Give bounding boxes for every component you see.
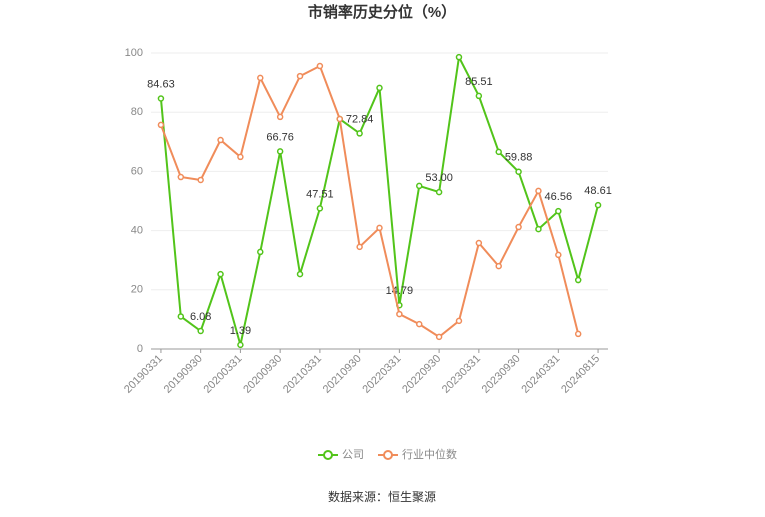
data-point <box>356 243 363 251</box>
legend-marker <box>383 450 393 460</box>
data-point <box>257 248 264 256</box>
data-point <box>435 333 443 341</box>
data-point <box>535 187 542 195</box>
data-label: 72.84 <box>346 113 374 125</box>
x-tick-label: 20240331 <box>519 353 562 396</box>
x-tick-label: 20210331 <box>281 353 324 396</box>
data-point <box>455 317 463 325</box>
data-label: 6.08 <box>190 311 211 323</box>
data-point <box>276 113 284 121</box>
y-tick-label: 0 <box>137 343 143 355</box>
x-tick-label: 20190930 <box>162 353 205 396</box>
legend-label: 行业中位数 <box>402 447 457 461</box>
data-point <box>574 276 582 284</box>
y-tick-label: 60 <box>131 165 143 177</box>
data-point <box>415 182 423 190</box>
y-tick-label: 80 <box>131 106 143 118</box>
series-line <box>160 64 580 339</box>
data-point <box>336 115 344 123</box>
data-point <box>515 223 522 231</box>
data-point <box>555 251 562 259</box>
x-tick-label: 20210930 <box>321 353 364 396</box>
x-tick-label: 20190331 <box>122 353 165 396</box>
data-point <box>495 262 502 270</box>
x-tick-label: 20200331 <box>201 353 244 396</box>
data-point <box>276 148 284 155</box>
data-label: 1.39 <box>230 325 251 337</box>
data-label: 59.88 <box>505 152 533 164</box>
data-point <box>257 74 264 82</box>
data-point <box>475 92 483 100</box>
data-point <box>296 72 304 80</box>
data-point <box>396 310 403 318</box>
data-label: 48.61 <box>584 185 612 197</box>
data-point <box>197 176 204 184</box>
legend-marker <box>323 450 333 460</box>
data-point <box>455 53 463 61</box>
data-label: 14.79 <box>386 285 414 297</box>
data-point <box>316 205 324 212</box>
data-point <box>435 188 443 196</box>
x-tick-label: 20220331 <box>360 353 403 396</box>
data-point <box>574 330 582 338</box>
data-label: 66.76 <box>266 131 294 143</box>
data-point <box>515 168 522 176</box>
data-point <box>237 341 244 349</box>
data-point <box>594 201 602 209</box>
chart-title: 市销率历史分位（%） <box>308 3 456 21</box>
data-point <box>415 320 423 328</box>
x-tick-label: 20240815 <box>559 353 602 396</box>
data-point <box>217 270 224 278</box>
data-point <box>157 95 165 102</box>
y-tick-label: 20 <box>131 284 143 296</box>
data-label: 46.56 <box>545 191 573 203</box>
data-label: 85.51 <box>465 76 493 88</box>
data-point <box>376 224 383 232</box>
x-tick-label: 20230331 <box>440 353 483 396</box>
data-label: 47.51 <box>306 188 334 200</box>
data-point <box>177 173 185 181</box>
legend-label: 公司 <box>342 449 364 461</box>
y-tick-label: 40 <box>131 225 143 237</box>
data-point <box>296 270 304 278</box>
data-point <box>197 327 204 335</box>
x-tick-label: 20200930 <box>241 353 284 396</box>
data-point <box>356 130 363 137</box>
data-point <box>217 136 224 144</box>
data-point <box>237 153 244 161</box>
x-tick-label: 20220930 <box>400 353 443 396</box>
data-point <box>376 84 383 92</box>
data-point <box>495 148 502 156</box>
data-point <box>316 62 324 70</box>
y-tick-label: 100 <box>125 47 143 59</box>
data-label: 84.63 <box>147 78 175 90</box>
data-point <box>555 207 562 215</box>
source: 数据来源：恒生聚源 <box>328 489 436 504</box>
data-point <box>475 239 483 247</box>
data-point <box>177 313 185 320</box>
data-label: 53.00 <box>425 172 453 184</box>
data-point <box>535 225 542 233</box>
data-point <box>157 121 165 129</box>
x-tick-label: 20230930 <box>480 353 523 396</box>
